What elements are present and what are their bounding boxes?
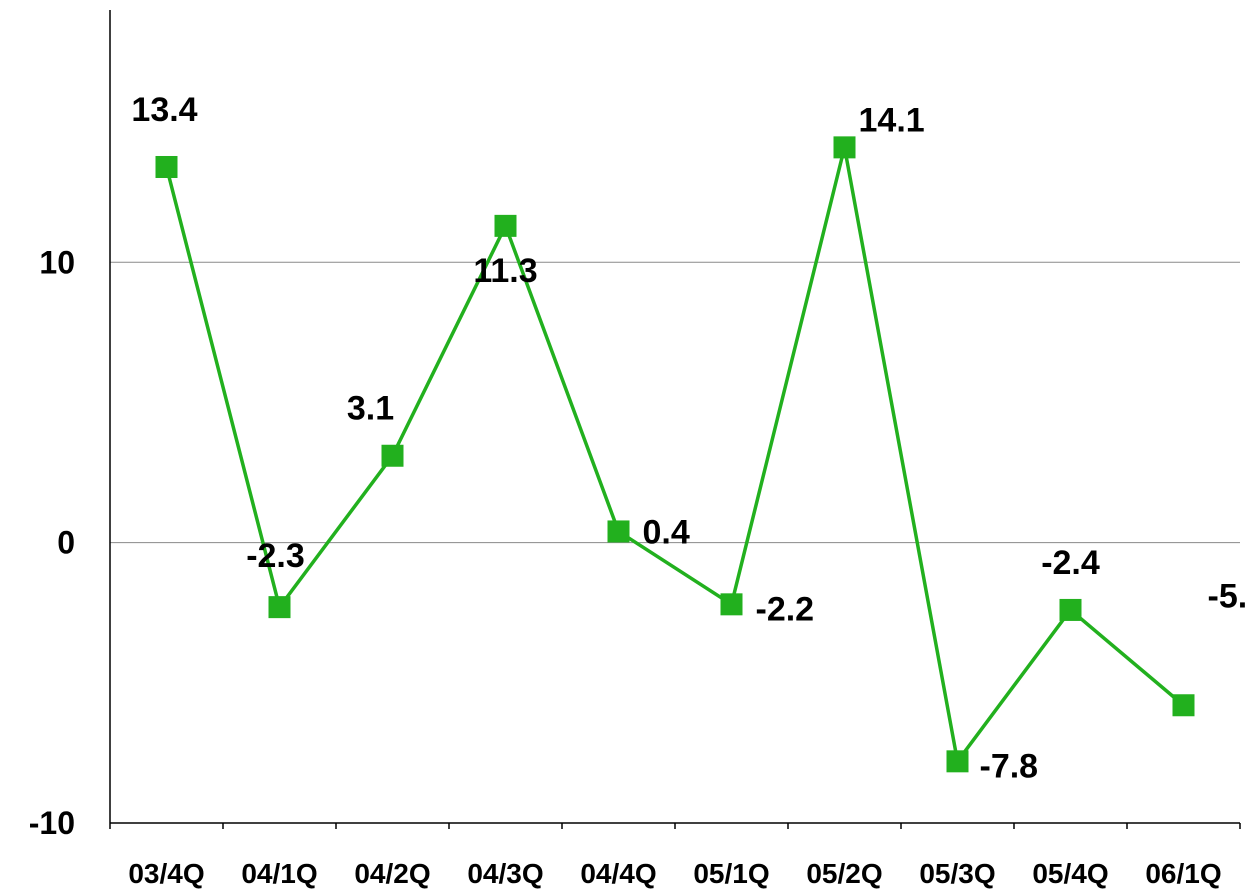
x-tick-label: 05/3Q — [919, 858, 995, 889]
data-point-marker — [720, 593, 743, 616]
x-tick-label: 05/2Q — [806, 858, 882, 889]
x-tick-label: 05/1Q — [693, 858, 769, 889]
data-label: 14.1 — [859, 101, 925, 139]
data-label: 11.3 — [473, 252, 537, 290]
data-point-marker — [155, 155, 178, 178]
x-tick-label: 04/1Q — [241, 858, 317, 889]
x-tick-label: 04/3Q — [467, 858, 543, 889]
x-tick-label: 06/1Q — [1145, 858, 1221, 889]
data-label: 13.4 — [131, 91, 197, 129]
x-tick-label: 05/4Q — [1032, 858, 1108, 889]
data-point-marker — [1059, 598, 1082, 621]
y-tick-label: 0 — [57, 525, 75, 561]
data-labels: 13.4 -2.3 3.1 11.3 0.4 -2.2 14.1 -7.8 -2.4 -5.8 — [131, 91, 1245, 785]
data-point-marker — [833, 136, 856, 159]
gridlines — [110, 261, 1240, 544]
x-tick-label: 03/4Q — [128, 858, 204, 889]
data-label: -7.8 — [980, 747, 1039, 785]
data-point-marker — [607, 520, 630, 543]
data-point-marker — [381, 444, 404, 467]
data-label: -2.4 — [1041, 544, 1100, 582]
data-label: 3.1 — [347, 390, 394, 428]
data-label: -5.8 — [1208, 577, 1245, 615]
data-point-marker — [946, 750, 969, 773]
data-point-marker — [268, 596, 291, 619]
axes: -10 0 10 03/4Q 04/1Q 04/2Q 04/3Q 04/4Q 05/1Q 05/2… — [29, 10, 1241, 889]
y-tick-label: -10 — [29, 805, 75, 841]
data-label: -2.3 — [246, 537, 305, 575]
data-point-marker — [494, 214, 517, 237]
data-point-marker — [1172, 694, 1195, 717]
data-label: -2.2 — [756, 590, 815, 628]
series-line — [164, 146, 1185, 766]
y-tick-label: 10 — [39, 244, 75, 280]
x-tick-label: 04/4Q — [580, 858, 656, 889]
data-label: 0.4 — [643, 513, 690, 551]
x-tick-label: 04/2Q — [354, 858, 430, 889]
series-green — [155, 136, 1195, 773]
